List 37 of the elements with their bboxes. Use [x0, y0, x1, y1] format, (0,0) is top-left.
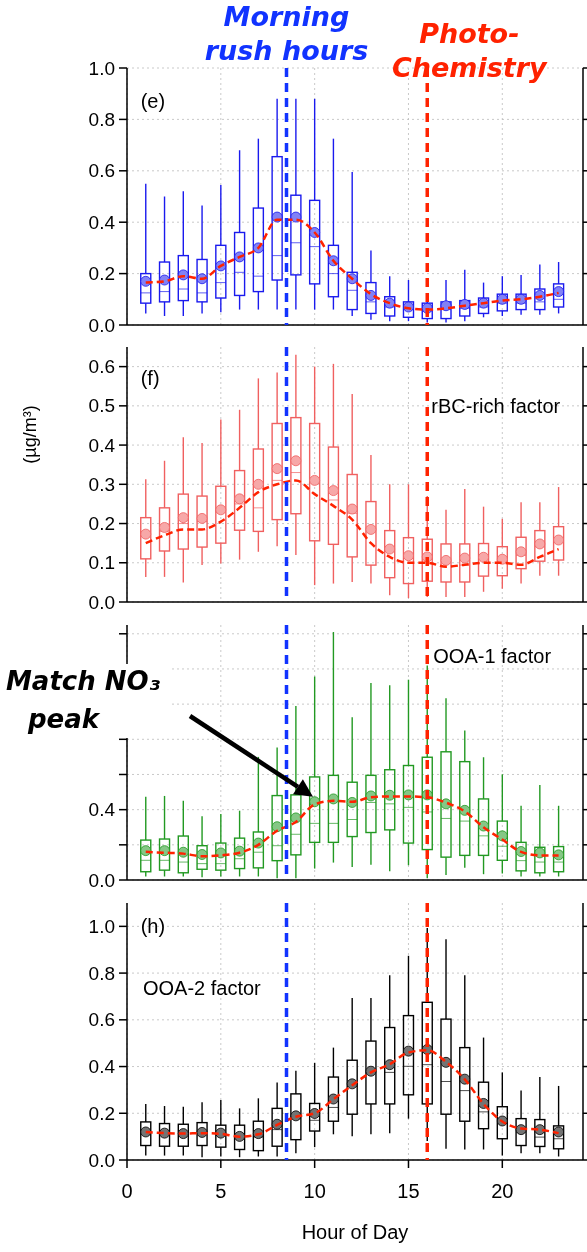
y-tick-label: 0.6: [88, 160, 115, 182]
y-tick-label: 0.2: [88, 1102, 115, 1124]
y-axis-title: (µg/m³): [20, 405, 40, 464]
y-tick-label: 0.0: [88, 1149, 115, 1171]
annotation: (e): [140, 90, 166, 113]
y-tick-label: 0.2: [88, 513, 115, 535]
y-tick-label: 0.6: [88, 356, 115, 378]
ref-line-label: Morning rush hours: [204, 1, 369, 66]
ref-line-label: Photo-Chemistry: [391, 18, 548, 83]
x-axis-title: Hour of Day: [301, 1221, 409, 1243]
y-tick-label: 0.0: [88, 591, 115, 613]
y-tick-label: 0.4: [88, 799, 116, 821]
y-tick-label: 0.0: [88, 314, 115, 336]
y-tick-label: 0.5: [88, 395, 115, 417]
annotation: (h): [140, 915, 166, 938]
annotation: (f): [140, 366, 160, 389]
y-tick-label: 0.4: [88, 1056, 116, 1078]
annotation: Match NO₃ peak: [6, 666, 161, 734]
annotation: rBC-rich factor: [431, 394, 561, 417]
y-tick-label: 0.4: [88, 211, 116, 233]
x-tick-label: 5: [215, 1180, 227, 1202]
y-tick-label: 0.2: [88, 263, 115, 285]
y-tick-label: 0.8: [88, 109, 115, 131]
y-tick-label: 0.4: [88, 434, 116, 456]
y-tick-label: 0.6: [88, 1009, 115, 1031]
y-tick-label: 0.8: [88, 962, 115, 984]
y-tick-label: 0.1: [88, 552, 115, 574]
x-tick-label: 20: [491, 1180, 514, 1202]
y-tick-label: 1.0: [88, 916, 115, 938]
annotation: OOA-2 factor: [142, 976, 262, 999]
x-tick-label: 0: [121, 1180, 133, 1202]
y-tick-label: 1.0: [88, 57, 115, 79]
annotation: OOA-1 factor: [433, 644, 552, 667]
y-tick-label: 0.3: [88, 473, 115, 495]
x-tick-label: 15: [397, 1180, 420, 1202]
x-tick-label: 10: [303, 1180, 326, 1202]
y-tick-label: 0.0: [88, 869, 115, 891]
